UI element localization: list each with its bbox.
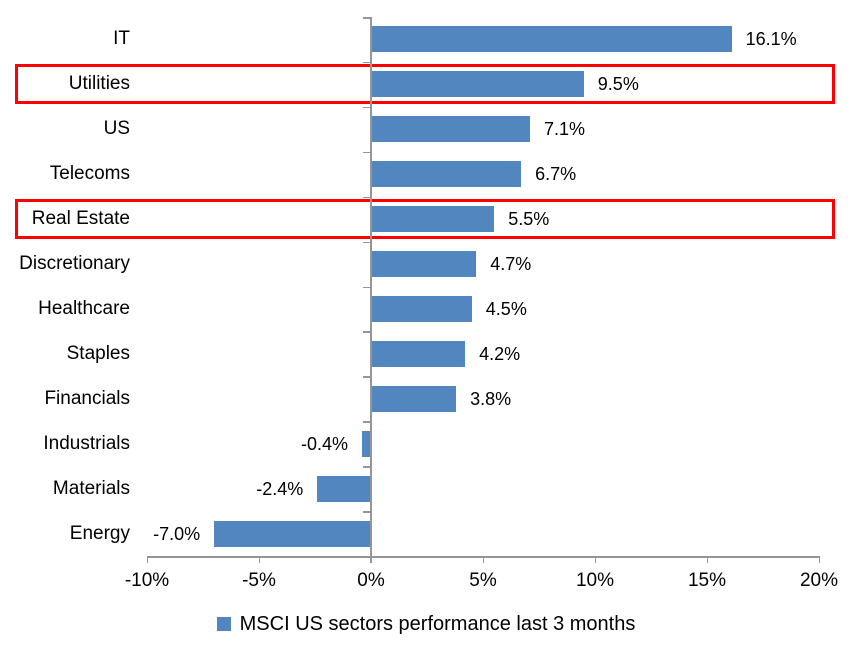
highlight-box <box>15 64 835 105</box>
category-tick <box>363 466 371 468</box>
value-label: 7.1% <box>544 119 586 140</box>
bar <box>371 71 584 98</box>
bar <box>317 475 371 502</box>
value-label: 4.2% <box>479 343 521 364</box>
value-label: -0.4% <box>301 433 349 454</box>
x-axis-tick <box>818 556 820 563</box>
bar <box>371 295 472 322</box>
x-axis-tick-label: 20% <box>799 570 839 591</box>
category-label: Industrials <box>43 432 130 454</box>
bar <box>362 430 371 457</box>
category-tick <box>363 106 371 109</box>
category-label: Energy <box>69 522 130 544</box>
x-axis-tick-label: 5% <box>469 570 497 591</box>
value-label: -2.4% <box>256 478 304 499</box>
category-tick <box>363 17 371 19</box>
bar <box>371 26 732 53</box>
x-axis-tick-label: 15% <box>687 570 727 591</box>
value-label: 4.7% <box>490 254 532 275</box>
category-label: US <box>103 118 130 140</box>
value-label: 6.7% <box>535 164 577 185</box>
category-label: Materials <box>52 477 130 499</box>
x-axis-tick-label: -5% <box>242 570 276 591</box>
category-label: Financials <box>44 387 130 409</box>
category-tick <box>363 151 371 154</box>
highlight-box <box>15 199 835 240</box>
value-label: 16.1% <box>745 29 797 50</box>
x-axis-tick <box>706 556 708 563</box>
bar <box>371 340 466 367</box>
x-axis-tick <box>146 556 148 563</box>
category-tick <box>363 511 371 513</box>
x-axis-tick <box>258 556 260 563</box>
category-label: Healthcare <box>38 297 130 319</box>
bar <box>371 206 495 233</box>
category-tick <box>363 241 371 244</box>
category-label: Utilities <box>68 73 130 95</box>
category-label: IT <box>113 28 130 50</box>
legend-label: MSCI US sectors performance last 3 month… <box>239 612 636 635</box>
category-tick <box>363 421 371 423</box>
value-label: 9.5% <box>597 74 639 95</box>
value-label: 4.5% <box>485 298 527 319</box>
bar <box>371 385 457 412</box>
x-axis-tick-label: 10% <box>575 570 615 591</box>
x-axis-tick <box>482 556 484 563</box>
bar <box>371 251 477 278</box>
category-tick <box>363 61 371 64</box>
category-label: Staples <box>66 342 130 364</box>
legend: MSCI US sectors performance last 3 month… <box>0 609 852 639</box>
category-tick <box>363 286 371 288</box>
category-label: Real Estate <box>31 208 130 230</box>
x-axis-tick <box>594 556 596 563</box>
legend-swatch-icon <box>216 617 231 631</box>
category-tick <box>363 376 371 378</box>
zero-line <box>370 17 372 563</box>
category-tick <box>363 196 371 199</box>
value-label: -7.0% <box>153 523 201 544</box>
category-tick <box>363 331 371 333</box>
bar <box>371 161 522 188</box>
value-label: 5.5% <box>508 209 550 230</box>
x-axis-tick <box>370 556 372 563</box>
category-label: Discretionary <box>19 253 130 275</box>
category-label: Telecoms <box>49 163 130 185</box>
value-label: 3.8% <box>470 388 512 409</box>
x-axis-tick-label: -10% <box>124 570 170 591</box>
x-axis-tick-label: 0% <box>357 570 385 591</box>
bar <box>214 520 371 547</box>
bar <box>371 116 531 143</box>
